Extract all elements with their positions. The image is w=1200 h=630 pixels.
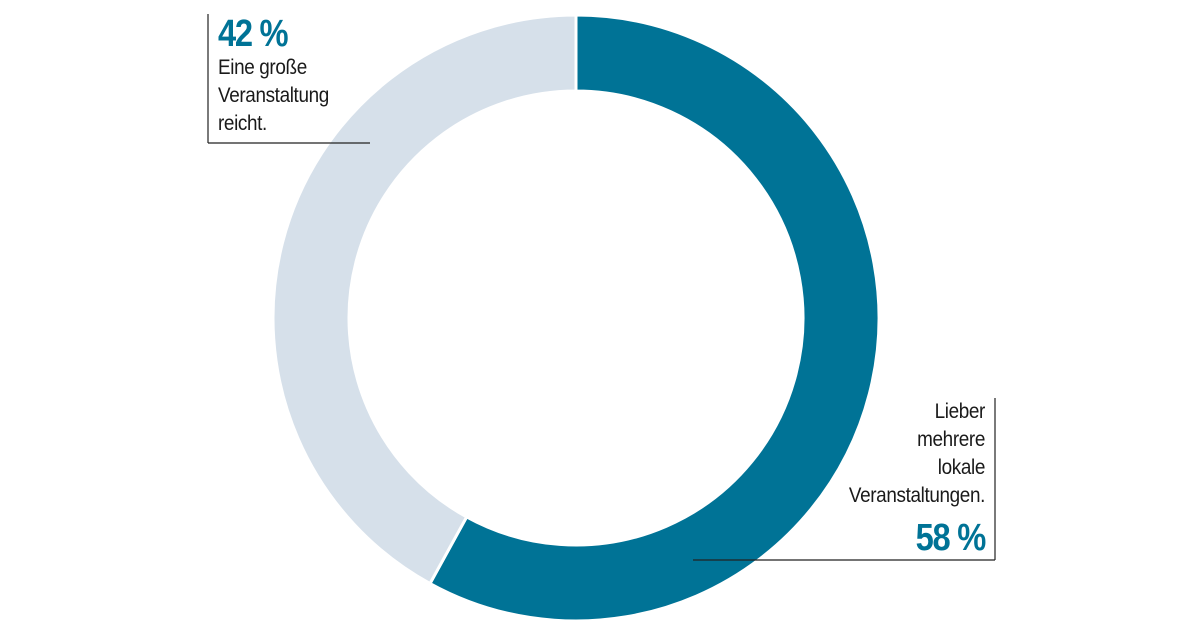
slice-label-lieber-mehrere-lokale: Lieber mehrere lokale Veranstaltungen. [848,400,985,507]
value-label-42: 42 % [218,13,289,55]
slice-label-eine-grosse-veranstaltung: Eine große Veranstaltung reicht. [218,56,329,135]
callout-lieber-mehrere-lokale: Lieber mehrere lokale Veranstaltungen. 5… [745,398,987,559]
value-label-58: 58 % [915,517,987,559]
callout-eine-grosse-veranstaltung: 42 % Eine große Veranstaltung reicht. [218,14,378,138]
donut-slice-42 [271,13,578,586]
donut-slice-58 [427,13,881,623]
